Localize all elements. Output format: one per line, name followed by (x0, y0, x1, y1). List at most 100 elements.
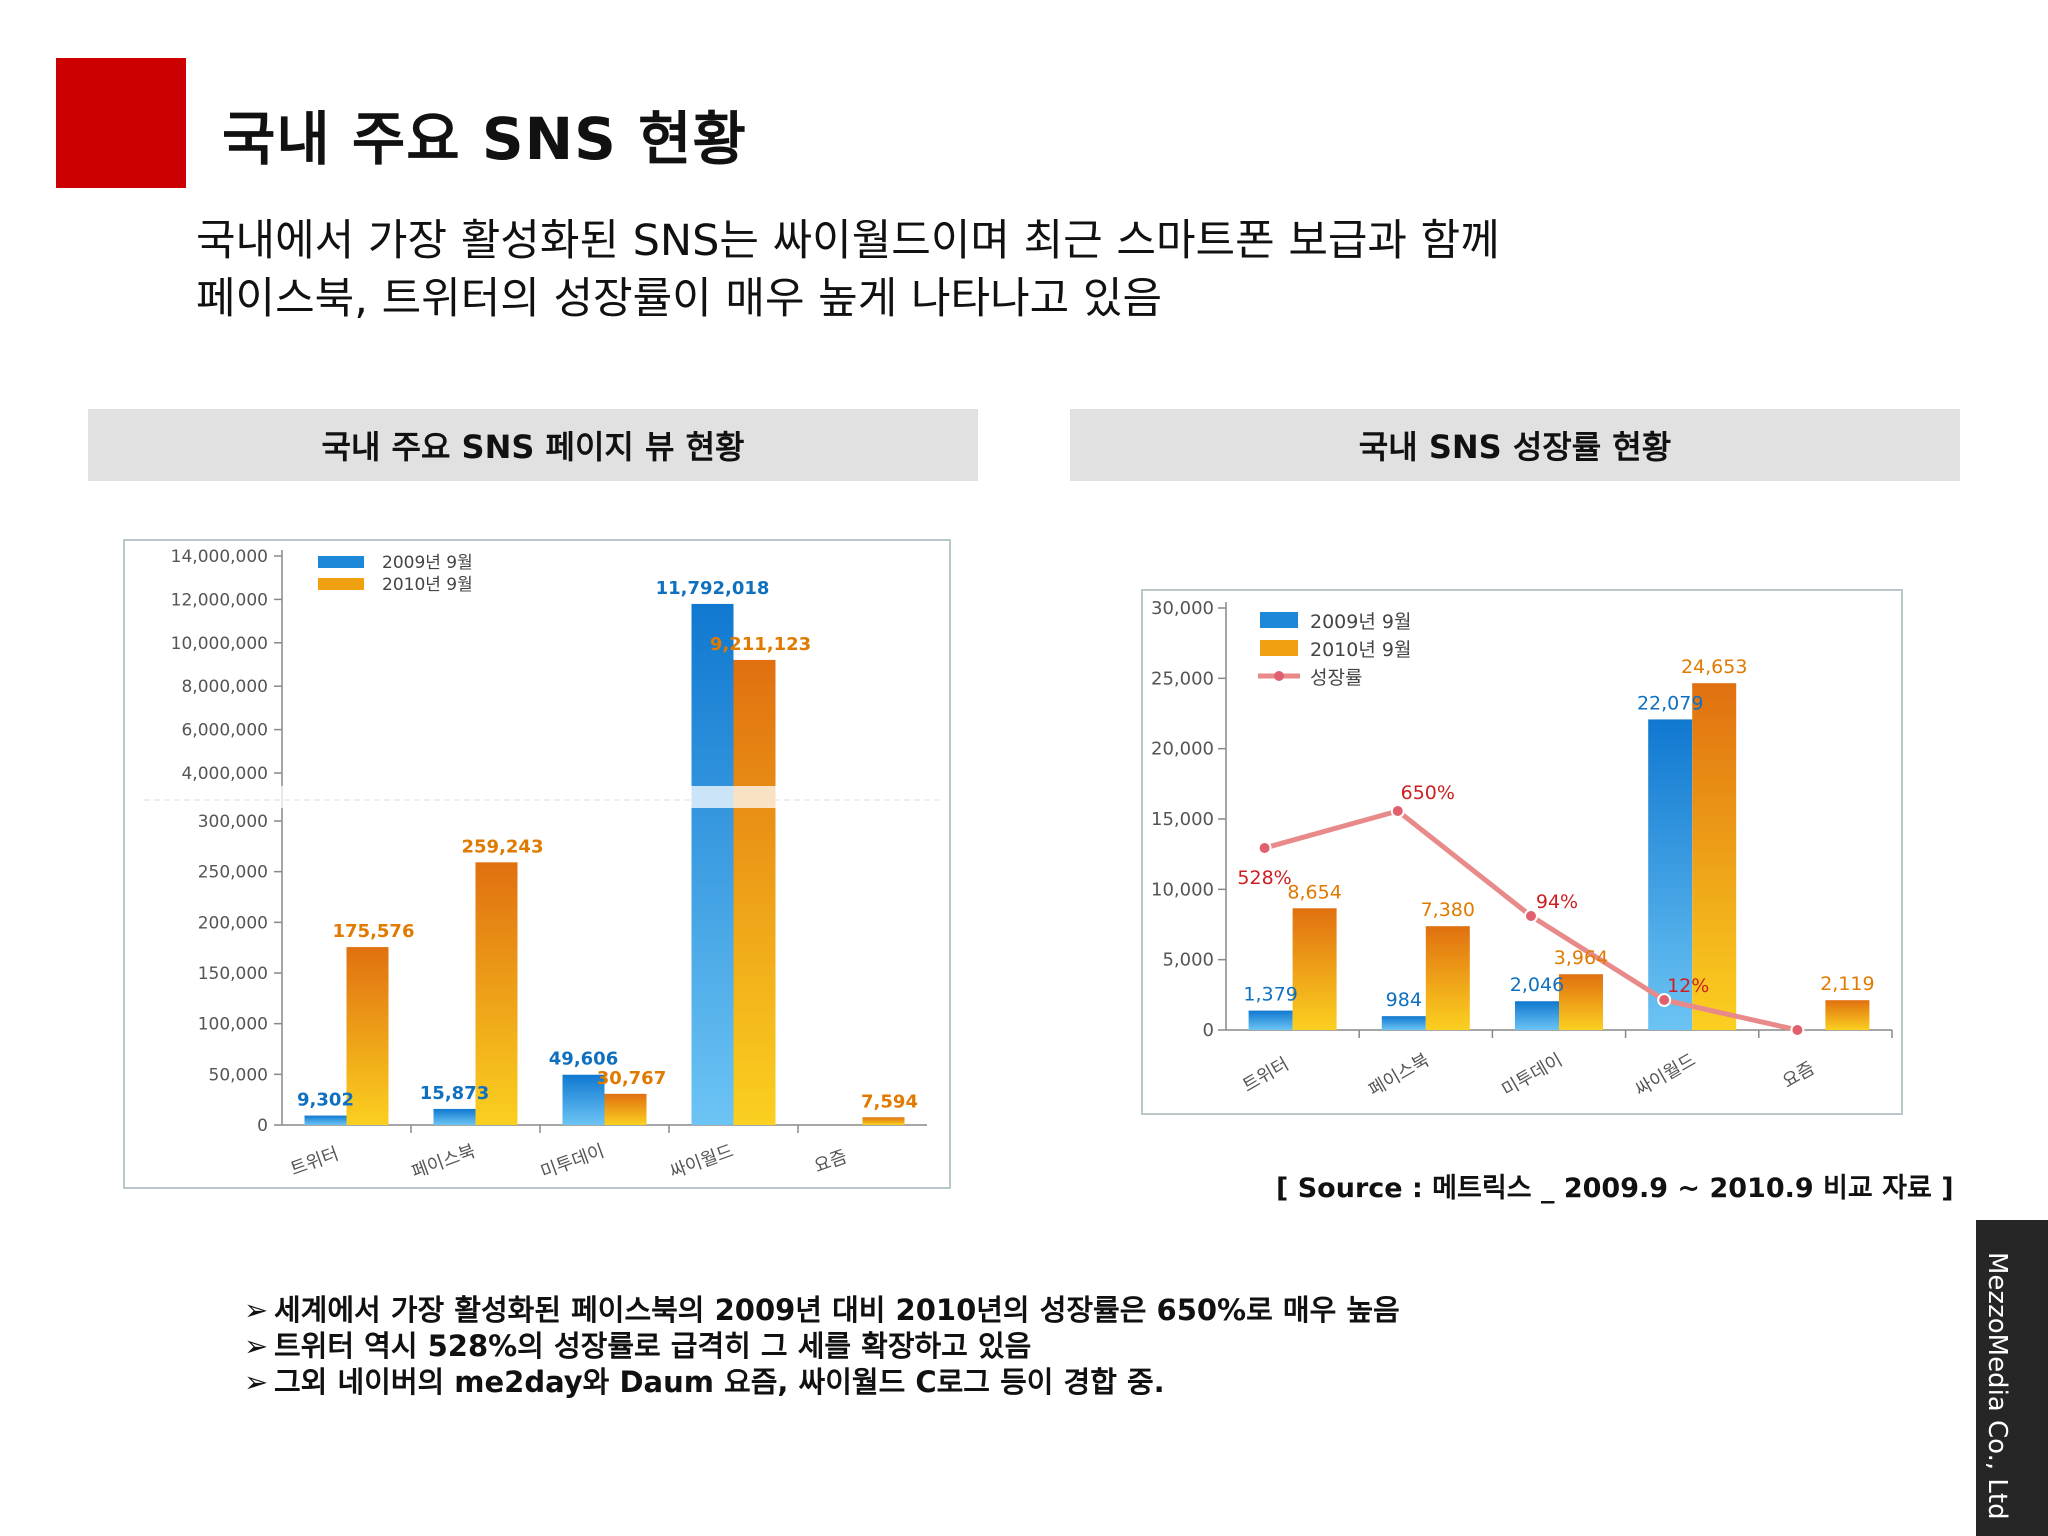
data-label: 3,964 (1554, 947, 1608, 969)
intro-text: 국내에서 가장 활성화된 SNS는 싸이월드이며 최근 스마트폰 보급과 함께 … (196, 212, 1500, 328)
page-title: 국내 주요 SNS 현황 (222, 105, 747, 173)
bar (1648, 719, 1693, 1030)
y-tick-label: 6,000,000 (181, 721, 268, 741)
legend-swatch (1260, 640, 1298, 656)
right-panel-title: 국내 SNS 성장률 현황 (1358, 428, 1672, 466)
data-label: 1,379 (1243, 984, 1297, 1006)
data-label: 259,243 (462, 836, 544, 857)
y-tick-label: 0 (1203, 1020, 1214, 1041)
y-tick-label: 150,000 (198, 964, 268, 984)
data-label: 9,302 (297, 1090, 354, 1111)
data-label: 9,211,123 (710, 634, 811, 655)
arrow-bullet-icon: ➢ (244, 1293, 269, 1327)
growth-point (1524, 909, 1538, 923)
bullet-list: ➢ 세계에서 가장 활성화된 페이스북의 2009년 대비 2010년의 성장률은… (244, 1292, 1400, 1400)
chart-frame (123, 539, 951, 1189)
arrow-bullet-icon: ➢ (244, 1329, 269, 1363)
legend-label: 2010년 9월 (382, 575, 473, 595)
source-note: [ Source : 메트릭스 _ 2009.9 ~ 2010.9 비교 자료 … (1276, 1173, 1954, 1204)
bar (304, 1115, 347, 1125)
bar (862, 1117, 905, 1125)
intro-line: 페이스북, 트위터의 성장률이 매우 높게 나타나고 있음 (196, 274, 1162, 324)
data-label: 15,873 (420, 1083, 489, 1104)
bar (691, 603, 734, 1125)
arrow-bullet-icon: ➢ (244, 1365, 269, 1399)
y-tick-label: 4,000,000 (181, 764, 268, 784)
y-tick-label: 10,000,000 (171, 634, 268, 654)
chart-frame (1141, 589, 1903, 1115)
bar (346, 947, 389, 1125)
y-tick-label: 14,000,000 (171, 547, 268, 567)
bullet-text: 트위터 역시 528%의 성장률로 급격히 그 세를 확장하고 있음 (274, 1329, 1032, 1363)
growth-label: 528% (1237, 867, 1291, 889)
bar (1248, 1010, 1293, 1030)
bar (1559, 974, 1603, 1030)
bar (1425, 926, 1470, 1030)
bar (1825, 1000, 1870, 1030)
growth-point (1390, 804, 1405, 818)
legend-swatch (318, 556, 364, 568)
data-label: 984 (1386, 989, 1422, 1011)
data-label: 7,594 (861, 1091, 918, 1112)
bullet-item: ➢ 그외 네이버의 me2day와 Daum 요즘, 싸이월드 C로그 등이 경합… (244, 1364, 1400, 1400)
pageview-chart: 14,000,000 12,000,000 10,000,000 8,000,000 6… (123, 539, 951, 1189)
data-label: 49,606 (549, 1049, 618, 1070)
data-label: 7,380 (1421, 899, 1475, 921)
growth-point (1790, 1023, 1805, 1037)
legend-swatch (1260, 612, 1298, 628)
y-tick-label: 250,000 (198, 863, 268, 883)
growth-label: 12% (1667, 975, 1709, 997)
y-tick-label: 30,000 (1151, 598, 1214, 619)
y-tick-label: 300,000 (198, 812, 268, 832)
legend-label: 2010년 9월 (1310, 639, 1411, 661)
axis-break-band (144, 786, 939, 808)
legend-label: 2009년 9월 (1310, 611, 1411, 633)
bar (733, 659, 776, 1125)
left-panel-title: 국내 주요 SNS 페이지 뷰 현황 (321, 428, 745, 466)
y-tick-label: 25,000 (1151, 668, 1214, 689)
bullet-item: ➢ 트위터 역시 528%의 성장률로 급격히 그 세를 확장하고 있음 (244, 1328, 1400, 1364)
bar (475, 862, 518, 1125)
bullet-item: ➢ 세계에서 가장 활성화된 페이스북의 2009년 대비 2010년의 성장률은… (244, 1292, 1400, 1328)
y-tick-label: 20,000 (1151, 739, 1214, 760)
y-tick-label: 15,000 (1151, 809, 1214, 830)
growth-label: 94% (1536, 891, 1578, 913)
growth-label: 650% (1401, 782, 1455, 804)
data-label: 22,079 (1637, 692, 1703, 714)
bullet-text: 그외 네이버의 me2day와 Daum 요즘, 싸이월드 C로그 등이 경합 … (274, 1365, 1165, 1399)
bar (1692, 683, 1737, 1030)
y-tick-label: 10,000 (1151, 879, 1214, 900)
data-label: 24,653 (1681, 656, 1747, 678)
y-tick-label: 50,000 (209, 1065, 268, 1085)
data-label: 11,792,018 (656, 578, 770, 599)
data-label: 2,119 (1820, 973, 1874, 995)
title-accent-square (56, 58, 186, 188)
legend-label: 성장률 (1310, 667, 1362, 689)
y-tick-label: 5,000 (1162, 950, 1214, 971)
y-tick-label: 12,000,000 (171, 590, 268, 610)
y-tick-label: 200,000 (198, 913, 268, 933)
intro-line: 국내에서 가장 활성화된 SNS는 싸이월드이며 최근 스마트폰 보급과 함께 (196, 216, 1500, 266)
legend-point (1274, 671, 1284, 681)
data-label: 30,767 (597, 1068, 666, 1089)
bar (604, 1093, 647, 1125)
brand-tab (1976, 1220, 2048, 1536)
growth-point (1657, 993, 1672, 1007)
data-label: 2,046 (1510, 974, 1564, 996)
bar (1515, 1001, 1559, 1030)
y-tick-label: 8,000,000 (181, 677, 268, 697)
y-tick-label: 0 (257, 1116, 268, 1136)
legend-swatch (318, 578, 364, 590)
left-panel-header: 국내 주요 SNS 페이지 뷰 현황 (88, 409, 978, 481)
data-label: 8,654 (1287, 881, 1341, 903)
brand-name: MezzoMedia Co., Ltd (1982, 1252, 2012, 1520)
legend-label: 2009년 9월 (382, 553, 473, 573)
bar (1381, 1016, 1426, 1030)
data-label: 175,576 (333, 921, 415, 942)
y-tick-label: 100,000 (198, 1015, 268, 1035)
bar (1292, 908, 1337, 1030)
right-panel-header: 국내 SNS 성장률 현황 (1070, 409, 1960, 481)
bar (562, 1074, 605, 1125)
growth-point (1257, 841, 1272, 855)
